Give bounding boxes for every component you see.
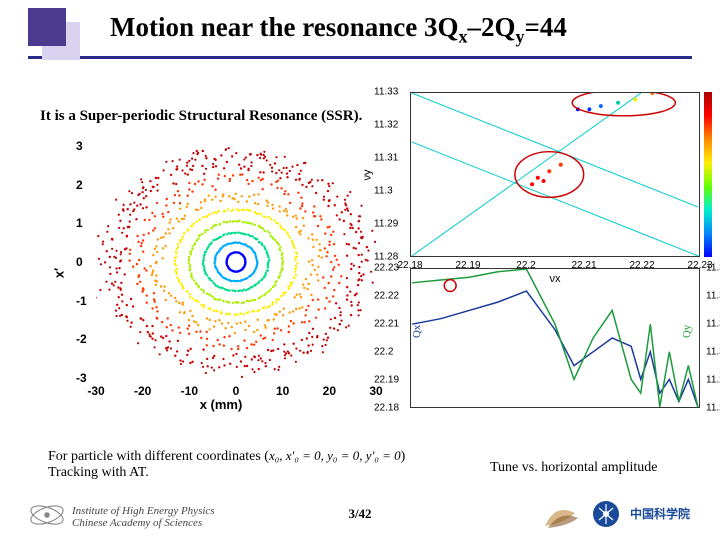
right-caption: Tune vs. horizontal amplitude	[490, 460, 657, 476]
tune-top-svg	[411, 93, 699, 256]
cas-text: 中国科学院	[630, 505, 690, 522]
phase-ytick: 1	[76, 216, 83, 230]
tune-bot-ytick-left: 22.2	[374, 347, 393, 358]
phase-space-plot: x′ x (mm) -3-2-10123 -30-20-100102030	[56, 138, 386, 408]
page-number: 3/42	[348, 506, 371, 522]
left-caption: For particle with different coordinates …	[48, 448, 405, 481]
phase-xlabel: x (mm)	[200, 397, 243, 412]
svg-text:Qx: Qx	[411, 324, 423, 338]
tune-bot-ytick-left: 22.19	[374, 375, 399, 386]
tune-bot-ytick-right: 11.32	[706, 291, 720, 302]
tune-bot-ytick-right: 11.31	[706, 319, 720, 330]
tune-top-ylabel: νy	[362, 169, 374, 180]
tune-top-ytick: 11.3	[374, 186, 393, 197]
tune-bot-ytick-right: 11.28	[706, 403, 720, 414]
tune-bot-ytick-right: 11.29	[706, 375, 720, 386]
phase-xtick: -10	[181, 384, 198, 398]
phase-svg	[96, 146, 376, 378]
phase-ytick: 3	[76, 139, 83, 153]
tune-vs-amplitude-plot: QxQy 22.1822.1922.222.2122.2222.23 11.28…	[410, 268, 700, 408]
slide-title: Motion near the resonance 3Qx–2Qy=44	[110, 12, 567, 47]
phase-ylabel: x′	[52, 268, 67, 278]
title-accent-front	[28, 8, 66, 46]
inst-line2: Chinese Academy of Sciences	[72, 517, 202, 529]
cas-logo-icon	[592, 500, 620, 528]
phase-xtick: -30	[87, 384, 104, 398]
caption-left-line1a: For particle with different coordinates …	[48, 449, 269, 464]
phase-ytick: -2	[76, 332, 87, 346]
tune-top-ytick: 11.32	[374, 120, 398, 131]
tune-bot-ytick-right: 11.33	[706, 263, 720, 274]
svg-text:Qy: Qy	[681, 324, 693, 338]
ihep-logo-icon	[28, 500, 66, 530]
caption-left-line2: Tracking with AT.	[48, 465, 149, 480]
phase-ytick: -1	[76, 294, 87, 308]
tune-diagram-plot: νx νy 11.2811.2911.311.3111.3211.33 22.1…	[410, 92, 700, 257]
title-text-3: =44	[524, 12, 566, 42]
colorbar	[704, 92, 712, 257]
caption-left-line1b: )	[401, 449, 406, 464]
tune-bot-ytick-left: 22.22	[374, 291, 399, 302]
phase-ytick: 2	[76, 178, 83, 192]
tune-bot-ytick-right: 11.3	[706, 347, 720, 358]
tune-bot-ytick-left: 22.18	[374, 403, 399, 414]
phase-xtick: 30	[369, 384, 382, 398]
tune-bot-ytick-left: 22.21	[374, 319, 399, 330]
tune-top-ytick: 11.31	[374, 153, 398, 164]
phase-xtick: 0	[233, 384, 240, 398]
tune-bot-svg: Qx Qy	[411, 269, 699, 407]
title-underline	[28, 56, 692, 59]
inst-line1: Institute of High Energy Physics	[72, 505, 215, 517]
tune-top-ytick: 11.28	[374, 252, 398, 263]
tune-top-ytick: 11.29	[374, 219, 398, 230]
tune-top-ytick: 11.33	[374, 87, 398, 98]
subtitle: It is a Super-periodic Structural Resona…	[40, 108, 362, 125]
phase-xtick: 10	[276, 384, 289, 398]
title-text-1: Motion near the resonance 3Q	[110, 12, 458, 42]
phase-xtick: -20	[134, 384, 151, 398]
title-text-2: –2Q	[467, 12, 515, 42]
phase-ytick: -3	[76, 371, 87, 385]
phase-xtick: 20	[323, 384, 336, 398]
cas-swirl-icon	[540, 498, 580, 532]
caption-left-eq: x₀, x′₀ = 0, y₀ = 0, y′₀ = 0	[269, 448, 401, 463]
institute-name: Institute of High Energy Physics Chinese…	[72, 505, 215, 530]
tune-bot-ytick-left: 22.23	[374, 263, 399, 274]
footer: Institute of High Energy Physics Chinese…	[0, 494, 720, 534]
phase-ytick: 0	[76, 255, 83, 269]
